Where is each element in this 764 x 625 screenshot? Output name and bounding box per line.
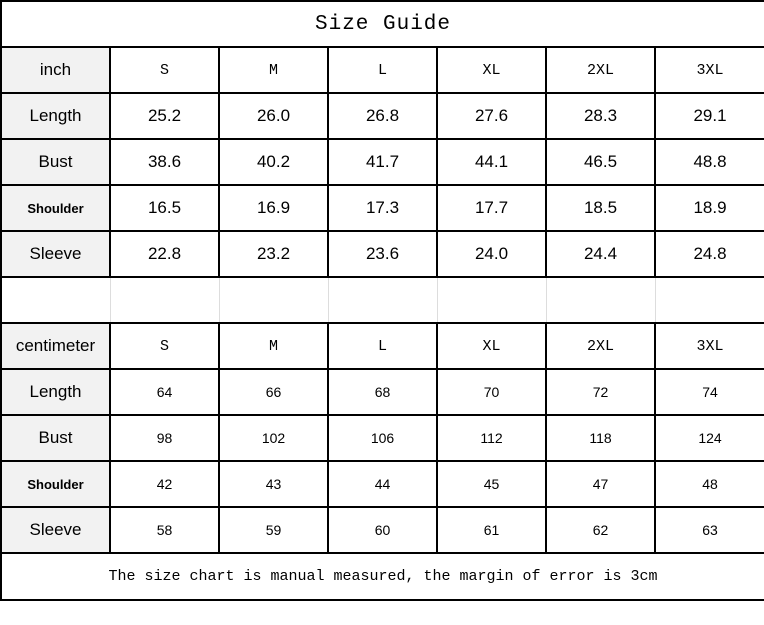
table-row: Shoulder 16.5 16.9 17.3 17.7 18.5 18.9: [0, 184, 764, 232]
measurement-cell: 46.5: [545, 138, 656, 186]
measurement-cell: 48.8: [654, 138, 764, 186]
size-header: 2XL: [545, 46, 656, 94]
measurement-cell: 23.6: [327, 230, 438, 278]
measurement-cell: 66: [218, 368, 329, 416]
measurement-cell: 23.2: [218, 230, 329, 278]
size-header: S: [109, 46, 220, 94]
measurement-cell: 24.8: [654, 230, 764, 278]
footer-note: The size chart is manual measured, the m…: [0, 552, 764, 601]
table-row: Length 25.2 26.0 26.8 27.6 28.3 29.1: [0, 92, 764, 140]
empty-cell: [0, 276, 111, 324]
measurement-cell: 70: [436, 368, 547, 416]
unit-label: inch: [0, 46, 111, 94]
row-label: Bust: [0, 414, 111, 462]
measurement-cell: 63: [654, 506, 764, 554]
size-header: 3XL: [654, 322, 764, 370]
measurement-cell: 17.7: [436, 184, 547, 232]
size-header: S: [109, 322, 220, 370]
empty-cell: [109, 276, 220, 324]
measurement-cell: 68: [327, 368, 438, 416]
measurement-cell: 17.3: [327, 184, 438, 232]
measurement-cell: 16.5: [109, 184, 220, 232]
table-row: Sleeve 22.8 23.2 23.6 24.0 24.4 24.8: [0, 230, 764, 278]
cm-header-row: centimeter S M L XL 2XL 3XL: [0, 322, 764, 370]
measurement-cell: 64: [109, 368, 220, 416]
measurement-cell: 24.4: [545, 230, 656, 278]
empty-cell: [545, 276, 656, 324]
measurement-cell: 60: [327, 506, 438, 554]
measurement-cell: 74: [654, 368, 764, 416]
measurement-cell: 106: [327, 414, 438, 462]
unit-label: centimeter: [0, 322, 111, 370]
measurement-cell: 44: [327, 460, 438, 508]
measurement-cell: 58: [109, 506, 220, 554]
measurement-cell: 28.3: [545, 92, 656, 140]
measurement-cell: 124: [654, 414, 764, 462]
row-label: Length: [0, 92, 111, 140]
measurement-cell: 41.7: [327, 138, 438, 186]
row-label: Sleeve: [0, 230, 111, 278]
measurement-cell: 38.6: [109, 138, 220, 186]
measurement-cell: 47: [545, 460, 656, 508]
table-row: Length 64 66 68 70 72 74: [0, 368, 764, 416]
empty-cell: [654, 276, 764, 324]
size-header: L: [327, 322, 438, 370]
measurement-cell: 61: [436, 506, 547, 554]
measurement-cell: 112: [436, 414, 547, 462]
table-row: Bust 98 102 106 112 118 124: [0, 414, 764, 462]
size-header: 2XL: [545, 322, 656, 370]
measurement-cell: 26.0: [218, 92, 329, 140]
measurement-cell: 59: [218, 506, 329, 554]
table-title: Size Guide: [0, 0, 764, 48]
measurement-cell: 44.1: [436, 138, 547, 186]
size-header: 3XL: [654, 46, 764, 94]
measurement-cell: 45: [436, 460, 547, 508]
measurement-cell: 26.8: [327, 92, 438, 140]
size-header: M: [218, 322, 329, 370]
measurement-cell: 43: [218, 460, 329, 508]
row-label: Sleeve: [0, 506, 111, 554]
measurement-cell: 42: [109, 460, 220, 508]
spacer-row: [0, 276, 764, 324]
table-row: Shoulder 42 43 44 45 47 48: [0, 460, 764, 508]
measurement-cell: 48: [654, 460, 764, 508]
size-guide-table: Size Guide inch S M L XL 2XL 3XL Length 25.2 26.0…: [0, 0, 764, 601]
size-header: XL: [436, 322, 547, 370]
measurement-cell: 40.2: [218, 138, 329, 186]
measurement-cell: 29.1: [654, 92, 764, 140]
size-header: L: [327, 46, 438, 94]
empty-cell: [218, 276, 329, 324]
measurement-cell: 98: [109, 414, 220, 462]
measurement-cell: 72: [545, 368, 656, 416]
measurement-cell: 25.2: [109, 92, 220, 140]
measurement-cell: 22.8: [109, 230, 220, 278]
measurement-cell: 102: [218, 414, 329, 462]
table-row: Sleeve 58 59 60 61 62 63: [0, 506, 764, 554]
row-label: Length: [0, 368, 111, 416]
empty-cell: [327, 276, 438, 324]
measurement-cell: 118: [545, 414, 656, 462]
measurement-cell: 16.9: [218, 184, 329, 232]
measurement-cell: 18.9: [654, 184, 764, 232]
measurement-cell: 24.0: [436, 230, 547, 278]
measurement-cell: 27.6: [436, 92, 547, 140]
empty-cell: [436, 276, 547, 324]
table-row: Bust 38.6 40.2 41.7 44.1 46.5 48.8: [0, 138, 764, 186]
row-label: Bust: [0, 138, 111, 186]
inch-header-row: inch S M L XL 2XL 3XL: [0, 46, 764, 94]
row-label: Shoulder: [0, 184, 111, 232]
measurement-cell: 62: [545, 506, 656, 554]
size-header: M: [218, 46, 329, 94]
size-header: XL: [436, 46, 547, 94]
row-label: Shoulder: [0, 460, 111, 508]
measurement-cell: 18.5: [545, 184, 656, 232]
